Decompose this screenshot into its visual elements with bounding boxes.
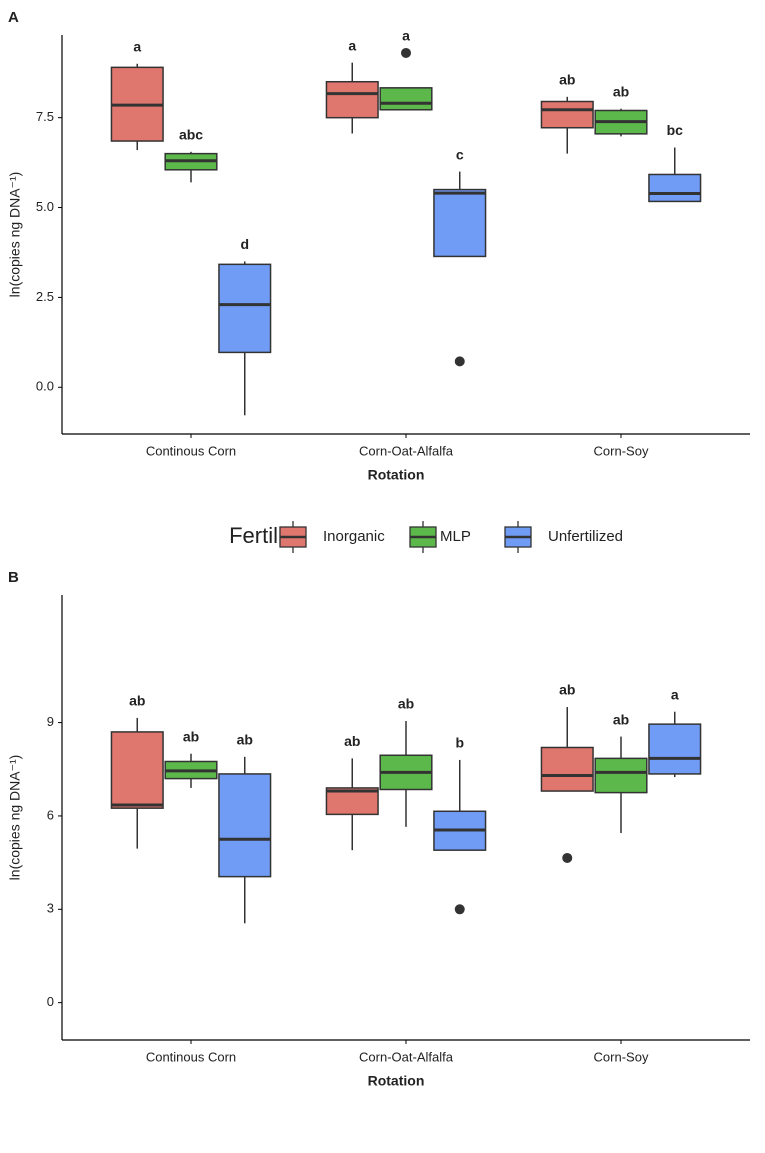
x-tick-label: Corn-Oat-Alfalfa xyxy=(359,1049,454,1064)
significance-letter: ab xyxy=(237,732,253,748)
x-axis-title: Rotation xyxy=(368,1073,425,1089)
significance-letter: ab xyxy=(129,693,145,709)
outlier xyxy=(401,47,411,58)
box xyxy=(648,173,702,203)
legend-label: MLP xyxy=(440,528,471,545)
x-tick-label: Corn-Oat-Alfalfa xyxy=(359,443,454,458)
significance-letter: a xyxy=(133,38,141,54)
significance-letter: b xyxy=(455,735,464,751)
x-tick-label: Continous Corn xyxy=(146,443,236,458)
y-tick-label: 3 xyxy=(47,901,54,916)
box xyxy=(110,731,164,809)
x-axis-title: Rotation xyxy=(368,467,425,483)
significance-letter: a xyxy=(348,37,356,53)
legend-label: Unfertilized xyxy=(548,528,623,545)
outlier xyxy=(562,852,573,863)
y-tick-label: 5.0 xyxy=(36,199,54,214)
box xyxy=(540,746,594,792)
panel-label: B xyxy=(8,569,19,586)
box xyxy=(648,723,702,775)
y-tick-label: 0.0 xyxy=(36,379,54,394)
x-tick-label: Corn-Soy xyxy=(594,1049,649,1064)
y-tick-label: 9 xyxy=(47,714,54,729)
significance-letter: ab xyxy=(613,83,629,99)
significance-letter: abc xyxy=(179,127,203,143)
x-tick-label: Corn-Soy xyxy=(594,443,649,458)
significance-letter: ab xyxy=(613,711,629,727)
significance-letter: d xyxy=(240,236,249,252)
y-tick-label: 2.5 xyxy=(36,289,54,304)
legend-label: Inorganic xyxy=(323,528,385,545)
significance-letter: bc xyxy=(667,122,684,138)
x-tick-label: Continous Corn xyxy=(146,1049,236,1064)
box xyxy=(325,80,379,119)
significance-letter: ab xyxy=(398,696,414,712)
significance-letter: a xyxy=(671,686,679,702)
box xyxy=(594,757,648,794)
significance-letter: ab xyxy=(559,72,575,88)
y-tick-label: 7.5 xyxy=(36,109,54,124)
y-axis-title: ln(copies ng DNA⁻¹) xyxy=(7,172,23,298)
box xyxy=(379,87,433,111)
significance-letter: ab xyxy=(183,728,199,744)
box xyxy=(218,263,272,354)
significance-letter: ab xyxy=(559,682,575,698)
outlier xyxy=(454,904,465,915)
box xyxy=(540,100,594,129)
panel-label: A xyxy=(8,9,19,26)
significance-letter: a xyxy=(402,28,410,44)
box xyxy=(218,773,272,878)
y-tick-label: 0 xyxy=(47,994,54,1009)
outlier xyxy=(454,356,465,367)
box xyxy=(433,188,487,258)
significance-letter: ab xyxy=(344,733,360,749)
y-tick-label: 6 xyxy=(47,807,54,822)
y-axis-title: ln(copies ng DNA⁻¹) xyxy=(7,755,23,881)
significance-letter: c xyxy=(456,146,464,162)
